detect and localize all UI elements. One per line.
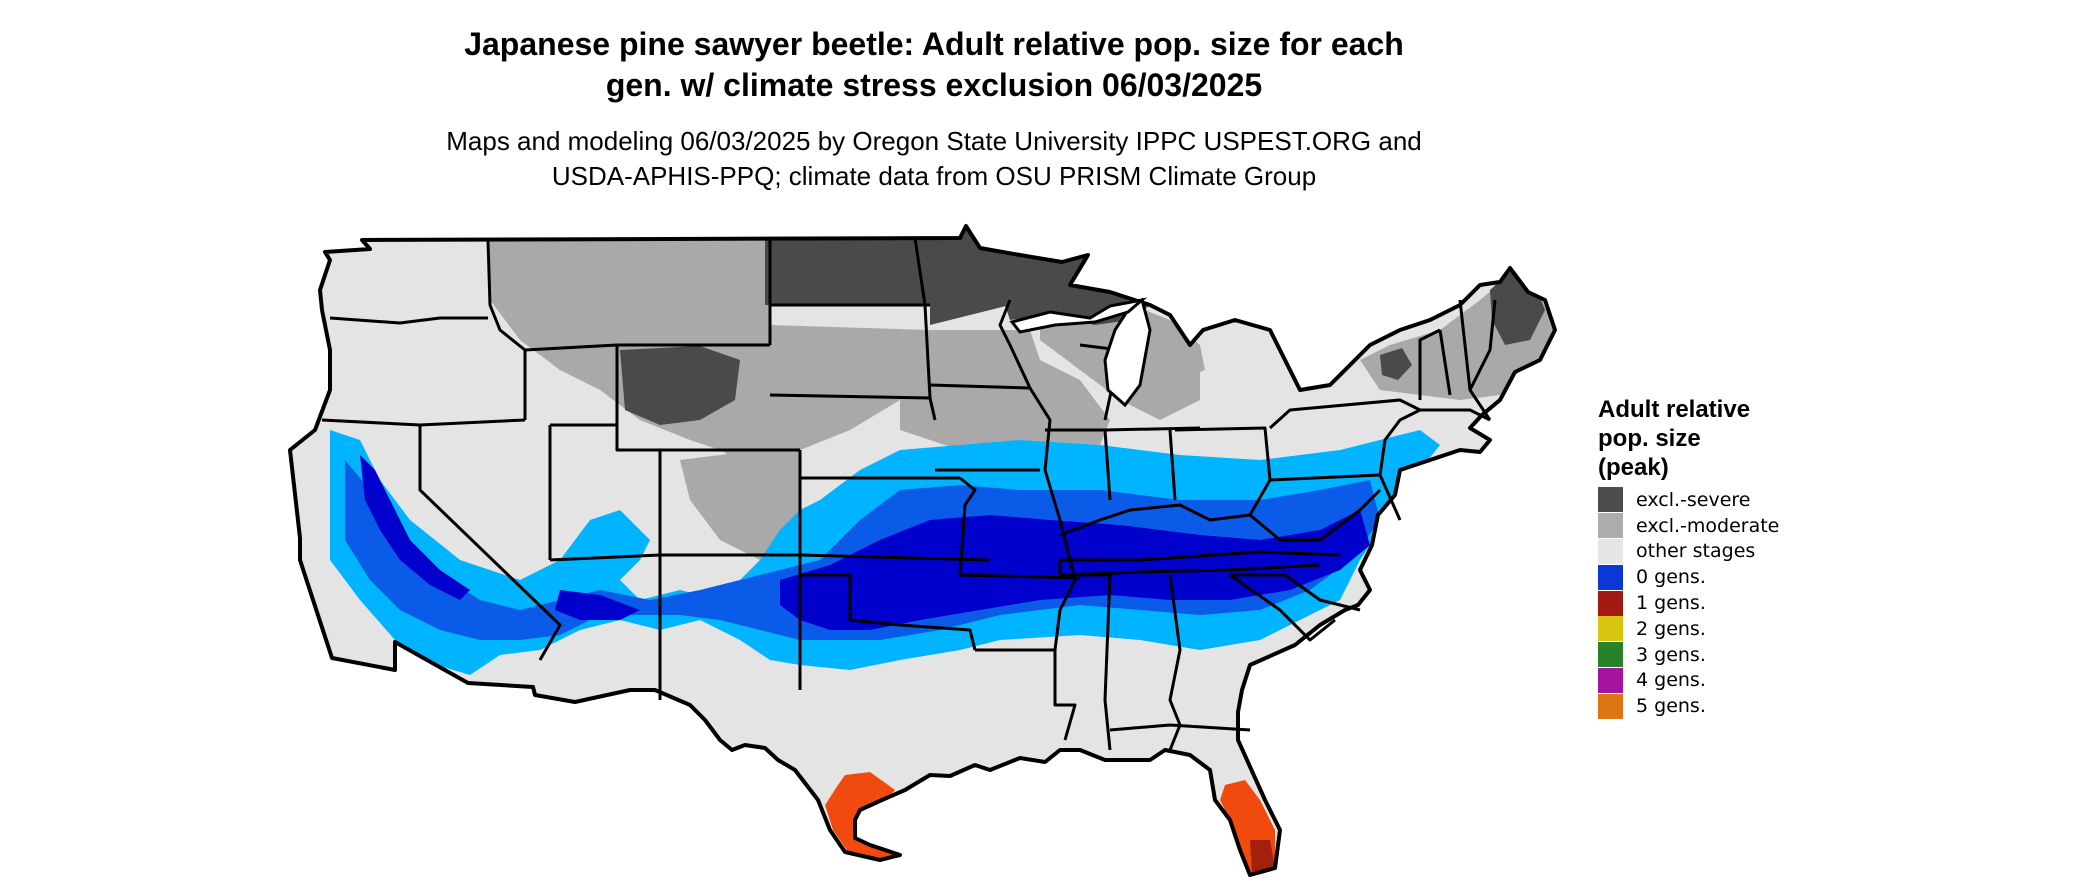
excl-severe-region-wyoming: [620, 346, 740, 425]
border-ky-tn: [1058, 550, 1341, 575]
border-pa-ny: [1268, 398, 1421, 430]
border-ia-east: [1028, 387, 1052, 471]
border-maine-nh: [1468, 299, 1497, 391]
border-nv-ca: [418, 425, 562, 661]
border-ks-mo: [958, 476, 977, 576]
legend-label: 0 gens.: [1636, 566, 1706, 589]
legend-label: other stages: [1636, 540, 1756, 563]
border-mi-in: [1104, 426, 1201, 432]
zero-gens-dark-region-west: [360, 455, 470, 600]
warm-gens-region-florida-south: [1250, 840, 1275, 872]
border-la-ms: [1053, 650, 1077, 741]
state-borders: [321, 237, 1497, 751]
legend-label: 1 gens.: [1636, 592, 1706, 615]
border-ky-north: [1059, 503, 1251, 537]
legend-swatch: [1598, 564, 1623, 590]
legend-swatch: [1598, 642, 1623, 668]
map-title: Japanese pine sawyer beetle: Adult relat…: [464, 26, 1404, 103]
legend-label: excl.-severe: [1636, 488, 1751, 511]
border-id-east: [486, 239, 527, 420]
border-wa-or: [329, 316, 488, 325]
legend-item: 3 gens.: [1598, 642, 1779, 668]
legend-item: excl.-moderate: [1598, 513, 1779, 539]
excl-severe-region-adirondacks: [1380, 348, 1412, 380]
legend-swatch: [1598, 667, 1623, 693]
legend-label: 4 gens.: [1636, 669, 1706, 692]
border-ok-tx: [800, 573, 977, 651]
border-tn: [1059, 563, 1321, 577]
lake-superior-shore: [1009, 297, 1148, 334]
border-ga-sc: [1229, 573, 1336, 642]
legend-item: other stages: [1598, 538, 1779, 565]
legend-item: 4 gens.: [1598, 667, 1779, 694]
border-va-wv: [1249, 488, 1382, 542]
zero-gens-dark-region-arizona: [555, 590, 640, 620]
border-ks-ok: [799, 553, 991, 562]
legend-label: excl.-moderate: [1636, 514, 1780, 537]
warm-gens-region-south-texas: [825, 772, 900, 860]
border-new-england: [1418, 299, 1492, 422]
border-mn-ia: [929, 383, 1031, 390]
legend-label: 3 gens.: [1636, 643, 1706, 666]
border-fl-north: [1109, 723, 1251, 732]
border-in-oh: [1168, 429, 1177, 501]
legend-item: excl.-severe: [1598, 487, 1779, 513]
border-mid-atlantic: [1378, 408, 1421, 521]
legend-item: 0 gens.: [1598, 564, 1779, 590]
legend-item: 2 gens.: [1598, 616, 1779, 642]
legend-swatch: [1598, 487, 1623, 513]
border-mn-wi: [998, 299, 1032, 389]
legend-label: 5 gens.: [1636, 695, 1706, 718]
border-al-ga: [1168, 574, 1182, 751]
legend-item: 1 gens.: [1598, 590, 1779, 616]
legend-swatch: [1598, 538, 1623, 564]
lake-michigan: [1103, 297, 1152, 408]
border-nc-sc: [1230, 573, 1361, 612]
legend-title: Adult relative pop. size (peak): [1598, 396, 1751, 481]
excl-moderate-region-midwest: [900, 330, 1110, 450]
border-mo-ar: [959, 573, 1081, 580]
legend-swatch: [1598, 693, 1623, 719]
border-pa-south: [1269, 473, 1381, 482]
legend: excl.-severe excl.-moderate other stages 0 …: [1598, 487, 1779, 719]
great-lakes: [1009, 297, 1152, 408]
excl-moderate-region-colorado-plateau: [680, 450, 800, 560]
border-dakotas-mn: [913, 237, 932, 399]
border-wy: [615, 345, 800, 452]
legend-item: 5 gens.: [1598, 693, 1779, 719]
map-subtitle: Maps and modeling 06/03/2025 by Oregon S…: [446, 126, 1422, 191]
legend-label: 2 gens.: [1636, 617, 1706, 640]
zero-gens-dark-region-east: [780, 510, 1370, 630]
border-oh-pa: [1174, 426, 1272, 516]
legend-swatch: [1598, 513, 1623, 539]
legend-swatch: [1598, 590, 1623, 616]
legend-swatch: [1598, 616, 1623, 642]
border-ar-la: [975, 579, 1077, 652]
